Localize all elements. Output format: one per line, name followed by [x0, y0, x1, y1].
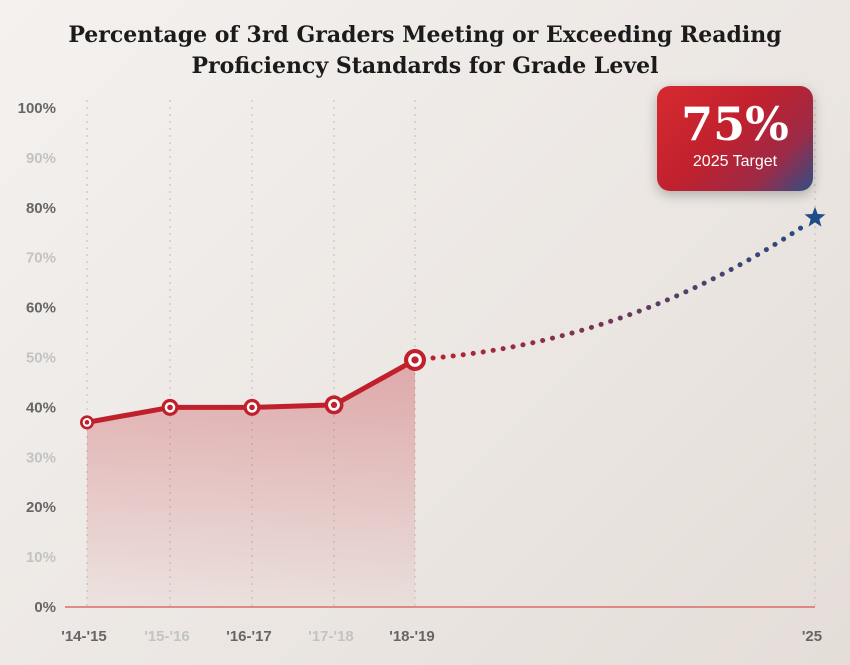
y-axis-labels: 0% 10% 20% 30% 40% 50% 60% 70% 80% 90% 100% — [18, 100, 56, 616]
x-tick-label: '18-'19 — [389, 628, 435, 645]
y-tick-label: 100% — [18, 100, 56, 117]
data-point-center — [330, 401, 338, 409]
y-tick-label: 90% — [26, 150, 56, 167]
y-tick-label: 70% — [26, 250, 56, 267]
y-tick-label: 40% — [26, 399, 56, 416]
x-tick-label: '15-'16 — [144, 628, 190, 645]
data-point — [324, 395, 344, 415]
target-badge: 75% 2025 Target — [657, 86, 813, 191]
chart-title: Percentage of 3rd Graders Meeting or Exc… — [0, 20, 850, 82]
target-value: 75% — [681, 97, 789, 151]
y-tick-label: 20% — [26, 499, 56, 516]
data-point-center — [167, 404, 173, 411]
area-fill-layer — [87, 359, 415, 607]
y-tick-label: 0% — [34, 599, 56, 616]
projection-layer — [430, 206, 826, 361]
data-point — [243, 398, 261, 416]
data-point — [80, 415, 94, 430]
chart-title-line-1: Percentage of 3rd Graders Meeting or Exc… — [68, 22, 782, 48]
data-point-layer — [80, 348, 426, 430]
area-fill — [87, 359, 415, 607]
data-point-center — [249, 404, 255, 411]
data-point-center — [411, 356, 419, 364]
data-point-center — [84, 420, 90, 425]
x-tick-label: '25 — [802, 628, 822, 645]
target-star — [804, 206, 826, 227]
y-tick-label: 80% — [26, 200, 56, 217]
x-tick-label: '16-'17 — [226, 628, 272, 645]
data-point — [404, 348, 426, 371]
x-tick-label: '14-'15 — [61, 628, 107, 645]
projection-line — [430, 221, 810, 361]
target-label: 2025 Target — [692, 153, 778, 170]
y-tick-label: 50% — [26, 350, 56, 367]
chart-title-line-2: Proficiency Standards for Grade Level — [191, 53, 659, 79]
y-tick-label: 10% — [26, 549, 56, 566]
x-tick-label: '17-'18 — [308, 628, 354, 645]
y-tick-label: 30% — [26, 449, 56, 466]
x-axis-labels: '14-'15 '15-'16 '16-'17 '17-'18 '18-'19 '25 — [61, 628, 822, 645]
data-point — [161, 398, 179, 416]
y-tick-label: 60% — [26, 300, 56, 317]
